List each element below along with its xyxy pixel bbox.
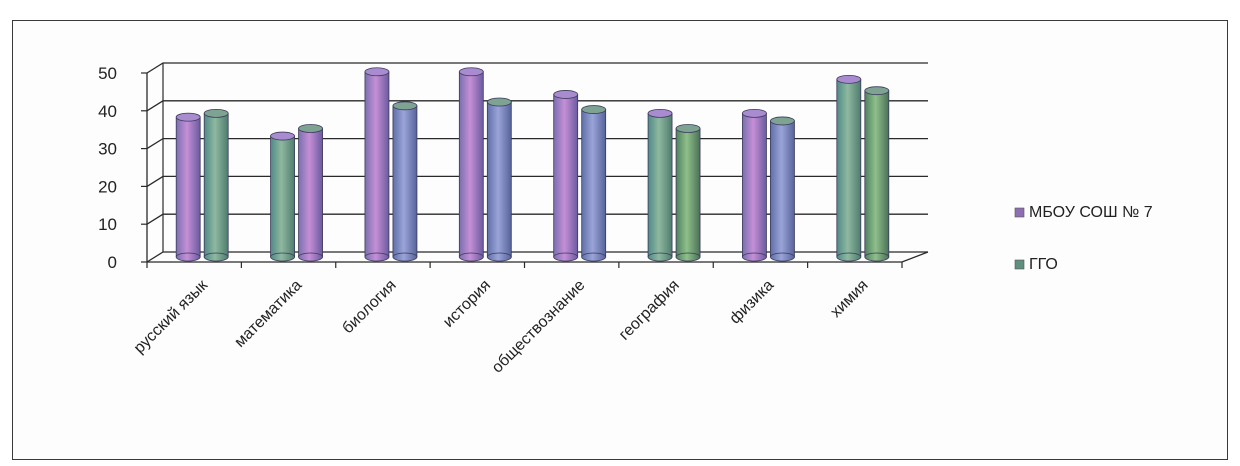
bar-body (364, 71, 390, 258)
category-label: русский язык (131, 276, 212, 357)
bar-base (392, 252, 418, 262)
bar-body (553, 94, 579, 258)
legend-label: ГГО (1029, 256, 1058, 273)
y-tick-label: 50 (98, 64, 117, 83)
bar (486, 97, 512, 262)
bar-base (270, 252, 295, 262)
gridline (146, 213, 928, 225)
bar (203, 108, 229, 262)
y-tick-label: 40 (98, 102, 117, 121)
bar-body (270, 135, 295, 258)
bar-body (486, 101, 512, 258)
bar-base (770, 252, 795, 262)
bar-top (203, 108, 229, 118)
bar (364, 67, 390, 262)
bar-body (675, 128, 701, 258)
bar-body (742, 112, 767, 258)
category-label: химия (827, 277, 871, 321)
bar-top (675, 124, 701, 133)
bar-base (836, 252, 862, 262)
bar-base (175, 252, 201, 262)
bar-body (836, 78, 862, 258)
gridline (146, 62, 928, 74)
bar-top (581, 105, 607, 114)
bar-top (392, 101, 418, 111)
bar-base (647, 252, 673, 262)
bar-base (675, 252, 701, 262)
gridline (146, 175, 928, 187)
bar (770, 116, 795, 262)
bar-top (836, 74, 862, 84)
y-tick-label: 0 (108, 253, 117, 272)
bar (392, 101, 418, 262)
bar-base (864, 252, 890, 262)
bar-body (458, 71, 484, 258)
bar-top (175, 112, 201, 122)
grid (146, 62, 928, 263)
bar (458, 67, 484, 262)
y-tick-label: 20 (98, 177, 117, 196)
bar-base (203, 252, 229, 262)
x-axis (147, 251, 929, 263)
bar-top (742, 108, 767, 118)
category-label: обществознание (489, 277, 589, 377)
bar (298, 124, 323, 262)
bar-top (270, 131, 295, 141)
bar-base (458, 252, 484, 262)
bar-body (203, 112, 229, 258)
category-label: география (616, 277, 683, 344)
gridline (146, 137, 928, 150)
bar-top (486, 97, 512, 107)
y-tick-label: 30 (98, 140, 117, 159)
bar-body (298, 128, 323, 258)
legend: МБОУ СОШ № 7 ГГО (1014, 204, 1153, 273)
bar-base (364, 252, 390, 262)
bar (836, 74, 862, 262)
bar (553, 90, 579, 262)
bar-body (864, 90, 890, 258)
bar-top (553, 90, 579, 99)
gridline (146, 100, 928, 112)
bar-base (486, 252, 512, 262)
bar-body (175, 116, 201, 258)
bar-top (458, 67, 484, 77)
bar-base (298, 252, 323, 262)
category-label: биология (339, 277, 399, 337)
category-label: физика (727, 277, 778, 328)
bar-base (553, 252, 579, 262)
bar-top (864, 86, 890, 96)
gridline (146, 251, 928, 263)
bar-body (647, 112, 673, 258)
bar (175, 112, 201, 262)
bar-top (298, 124, 323, 133)
bar-base (581, 252, 607, 262)
bar-body (581, 109, 607, 258)
legend-swatch (1014, 259, 1025, 270)
bar-top (364, 67, 390, 77)
bar (647, 108, 673, 262)
legend-swatch (1014, 207, 1025, 218)
y-tick-label: 10 (98, 215, 117, 234)
legend-label: МБОУ СОШ № 7 (1029, 204, 1153, 221)
category-label: история (440, 277, 494, 331)
bars (175, 67, 890, 262)
bar (742, 108, 767, 262)
bar-base (742, 252, 767, 262)
bar-body (392, 105, 418, 258)
bar (581, 105, 607, 262)
bar (864, 86, 890, 262)
axes (141, 63, 929, 268)
bar-top (647, 108, 673, 118)
bar-body (770, 120, 795, 258)
bar-top (770, 116, 795, 126)
bar (675, 124, 701, 262)
category-label: математика (231, 277, 305, 351)
bar (270, 131, 295, 262)
